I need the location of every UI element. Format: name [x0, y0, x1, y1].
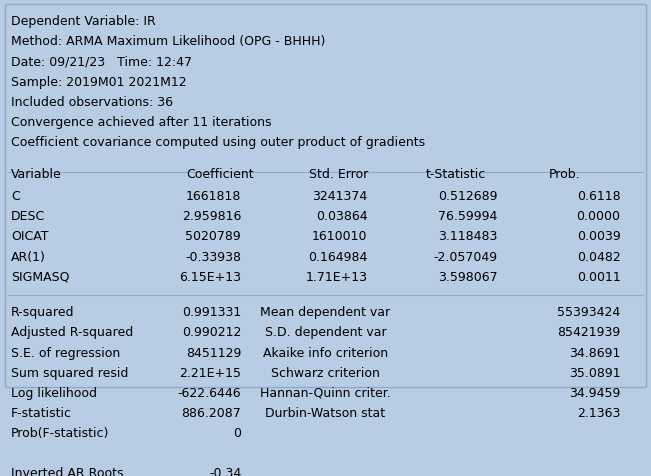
Text: AR(1): AR(1): [11, 250, 46, 263]
Text: Durbin-Watson stat: Durbin-Watson stat: [266, 407, 385, 419]
Text: SIGMASQ: SIGMASQ: [11, 270, 70, 283]
Text: 0.03864: 0.03864: [316, 209, 368, 223]
Text: 55393424: 55393424: [557, 306, 620, 318]
Text: 0.991331: 0.991331: [182, 306, 242, 318]
Text: 85421939: 85421939: [557, 326, 620, 338]
Text: Sum squared resid: Sum squared resid: [11, 366, 128, 379]
Text: Coefficient: Coefficient: [186, 167, 254, 180]
Text: 2.1363: 2.1363: [577, 407, 620, 419]
Text: Coefficient covariance computed using outer product of gradients: Coefficient covariance computed using ou…: [11, 136, 425, 149]
Text: 0.990212: 0.990212: [182, 326, 242, 338]
Text: S.E. of regression: S.E. of regression: [11, 346, 120, 359]
Text: t-Statistic: t-Statistic: [426, 167, 486, 180]
Text: Date: 09/21/23   Time: 12:47: Date: 09/21/23 Time: 12:47: [11, 55, 192, 68]
Text: 35.0891: 35.0891: [569, 366, 620, 379]
Text: 0.0039: 0.0039: [577, 230, 620, 243]
Text: DESC: DESC: [11, 209, 46, 223]
Text: Log likelihood: Log likelihood: [11, 386, 97, 399]
Text: 1.71E+13: 1.71E+13: [305, 270, 368, 283]
Text: Prob.: Prob.: [549, 167, 581, 180]
Text: Dependent Variable: IR: Dependent Variable: IR: [11, 15, 156, 28]
Text: Akaike info criterion: Akaike info criterion: [263, 346, 388, 359]
Text: S.D. dependent var: S.D. dependent var: [265, 326, 386, 338]
Text: 0.0482: 0.0482: [577, 250, 620, 263]
Text: Convergence achieved after 11 iterations: Convergence achieved after 11 iterations: [11, 116, 271, 129]
Text: Std. Error: Std. Error: [309, 167, 368, 180]
Text: 3.598067: 3.598067: [437, 270, 497, 283]
Text: 76.59994: 76.59994: [438, 209, 497, 223]
Text: 3.118483: 3.118483: [438, 230, 497, 243]
Text: Prob(F-statistic): Prob(F-statistic): [11, 426, 109, 439]
Text: Mean dependent var: Mean dependent var: [260, 306, 391, 318]
Text: 2.21E+15: 2.21E+15: [179, 366, 242, 379]
Text: 5020789: 5020789: [186, 230, 242, 243]
Text: 1661818: 1661818: [186, 189, 242, 202]
Text: 0.0000: 0.0000: [576, 209, 620, 223]
Text: -622.6446: -622.6446: [178, 386, 242, 399]
Text: Included observations: 36: Included observations: 36: [11, 96, 173, 109]
Text: C: C: [11, 189, 20, 202]
Text: 886.2087: 886.2087: [182, 407, 242, 419]
Text: 0.512689: 0.512689: [437, 189, 497, 202]
Text: -2.057049: -2.057049: [433, 250, 497, 263]
Text: 0: 0: [233, 426, 242, 439]
Text: Inverted AR Roots: Inverted AR Roots: [11, 466, 124, 476]
Text: 0.164984: 0.164984: [309, 250, 368, 263]
Text: Schwarz criterion: Schwarz criterion: [271, 366, 380, 379]
Text: 0.0011: 0.0011: [577, 270, 620, 283]
Text: Method: ARMA Maximum Likelihood (OPG - BHHH): Method: ARMA Maximum Likelihood (OPG - B…: [11, 35, 326, 48]
Text: 8451129: 8451129: [186, 346, 242, 359]
Text: 1610010: 1610010: [312, 230, 368, 243]
Text: -0.33938: -0.33938: [186, 250, 242, 263]
Text: 6.15E+13: 6.15E+13: [179, 270, 242, 283]
Text: 34.8691: 34.8691: [569, 346, 620, 359]
Text: 34.9459: 34.9459: [569, 386, 620, 399]
Text: 3241374: 3241374: [312, 189, 368, 202]
Text: -0.34: -0.34: [209, 466, 242, 476]
Text: 2.959816: 2.959816: [182, 209, 242, 223]
Text: F-statistic: F-statistic: [11, 407, 72, 419]
Text: OICAT: OICAT: [11, 230, 49, 243]
Text: R-squared: R-squared: [11, 306, 75, 318]
Text: Variable: Variable: [11, 167, 62, 180]
Text: Adjusted R-squared: Adjusted R-squared: [11, 326, 133, 338]
Text: Sample: 2019M01 2021M12: Sample: 2019M01 2021M12: [11, 76, 187, 89]
Text: 0.6118: 0.6118: [577, 189, 620, 202]
Text: Hannan-Quinn criter.: Hannan-Quinn criter.: [260, 386, 391, 399]
